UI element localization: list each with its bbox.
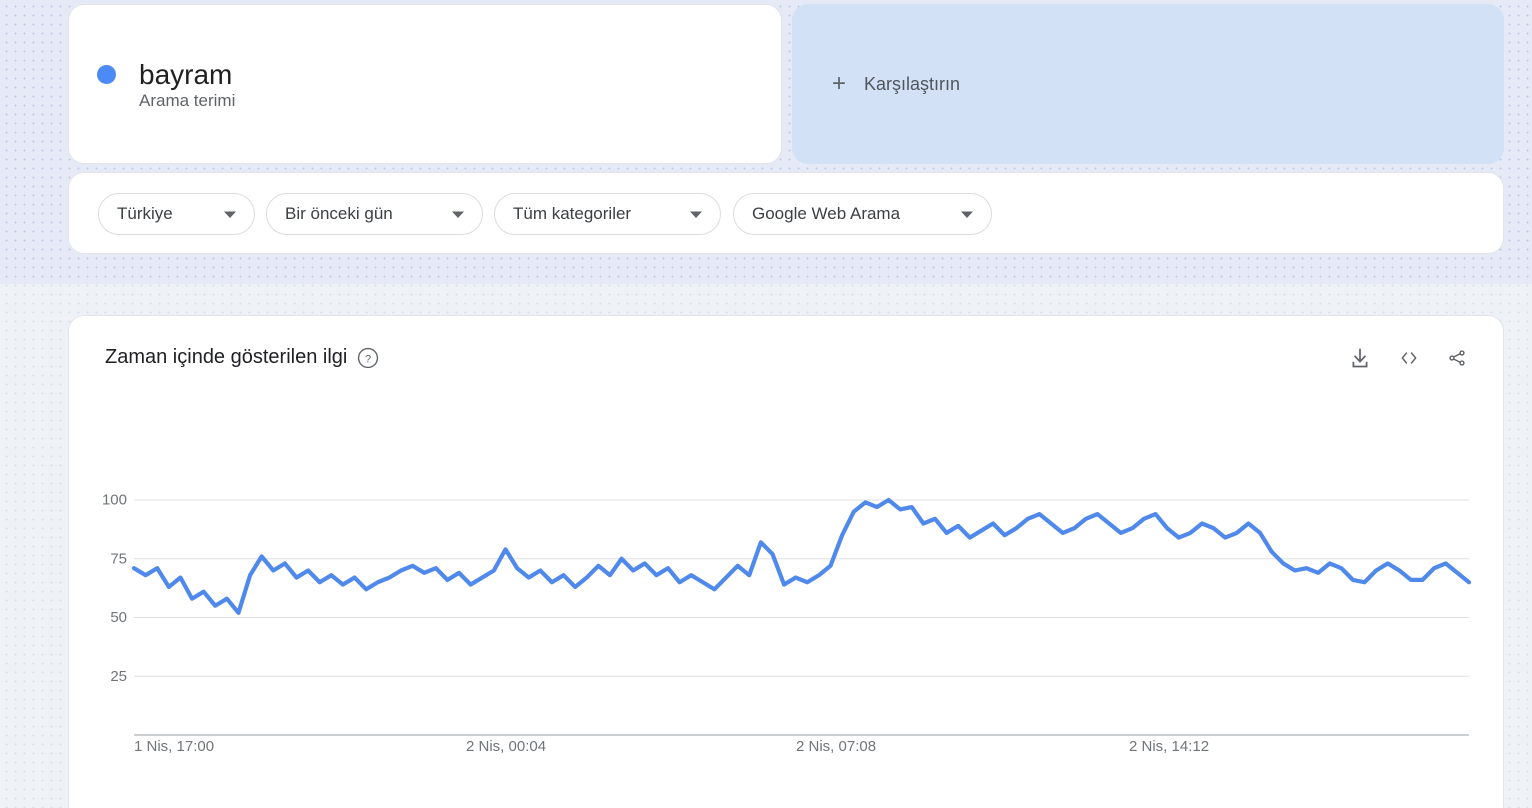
svg-text:75: 75 (110, 550, 127, 567)
svg-text:50: 50 (110, 609, 127, 626)
svg-text:100: 100 (102, 492, 127, 509)
svg-text:?: ? (365, 353, 371, 365)
svg-text:25: 25 (110, 668, 127, 685)
svg-text:2 Nis, 07:08: 2 Nis, 07:08 (796, 738, 876, 755)
svg-text:2 Nis, 00:04: 2 Nis, 00:04 (466, 738, 546, 755)
svg-text:2 Nis, 14:12: 2 Nis, 14:12 (1129, 738, 1209, 755)
svg-text:1 Nis, 17:00: 1 Nis, 17:00 (134, 738, 214, 755)
